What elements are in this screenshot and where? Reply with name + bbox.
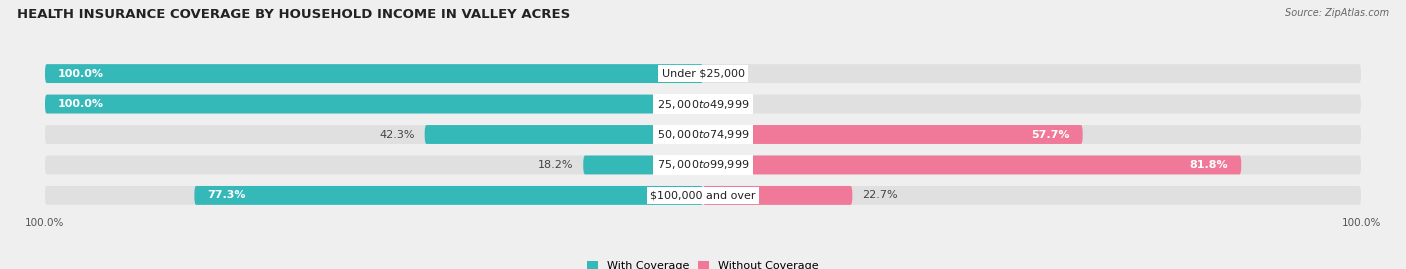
- FancyBboxPatch shape: [703, 125, 1083, 144]
- FancyBboxPatch shape: [45, 186, 1361, 205]
- Text: $50,000 to $74,999: $50,000 to $74,999: [657, 128, 749, 141]
- Text: 42.3%: 42.3%: [380, 129, 415, 140]
- Text: 77.3%: 77.3%: [208, 190, 246, 200]
- FancyBboxPatch shape: [703, 155, 1241, 174]
- FancyBboxPatch shape: [425, 125, 703, 144]
- Text: 57.7%: 57.7%: [1031, 129, 1070, 140]
- Text: $75,000 to $99,999: $75,000 to $99,999: [657, 158, 749, 171]
- Text: 100.0%: 100.0%: [58, 99, 104, 109]
- Text: HEALTH INSURANCE COVERAGE BY HOUSEHOLD INCOME IN VALLEY ACRES: HEALTH INSURANCE COVERAGE BY HOUSEHOLD I…: [17, 8, 569, 21]
- FancyBboxPatch shape: [45, 64, 703, 83]
- Text: $100,000 and over: $100,000 and over: [650, 190, 756, 200]
- FancyBboxPatch shape: [194, 186, 703, 205]
- FancyBboxPatch shape: [45, 64, 1361, 83]
- FancyBboxPatch shape: [45, 95, 1361, 114]
- FancyBboxPatch shape: [583, 155, 703, 174]
- Text: $25,000 to $49,999: $25,000 to $49,999: [657, 98, 749, 111]
- Legend: With Coverage, Without Coverage: With Coverage, Without Coverage: [588, 261, 818, 269]
- FancyBboxPatch shape: [45, 125, 1361, 144]
- FancyBboxPatch shape: [703, 186, 852, 205]
- Text: Under $25,000: Under $25,000: [661, 69, 745, 79]
- FancyBboxPatch shape: [45, 155, 1361, 174]
- Text: 100.0%: 100.0%: [58, 69, 104, 79]
- FancyBboxPatch shape: [45, 95, 703, 114]
- Text: 18.2%: 18.2%: [538, 160, 574, 170]
- Text: 81.8%: 81.8%: [1189, 160, 1227, 170]
- Text: Source: ZipAtlas.com: Source: ZipAtlas.com: [1285, 8, 1389, 18]
- Text: 22.7%: 22.7%: [862, 190, 898, 200]
